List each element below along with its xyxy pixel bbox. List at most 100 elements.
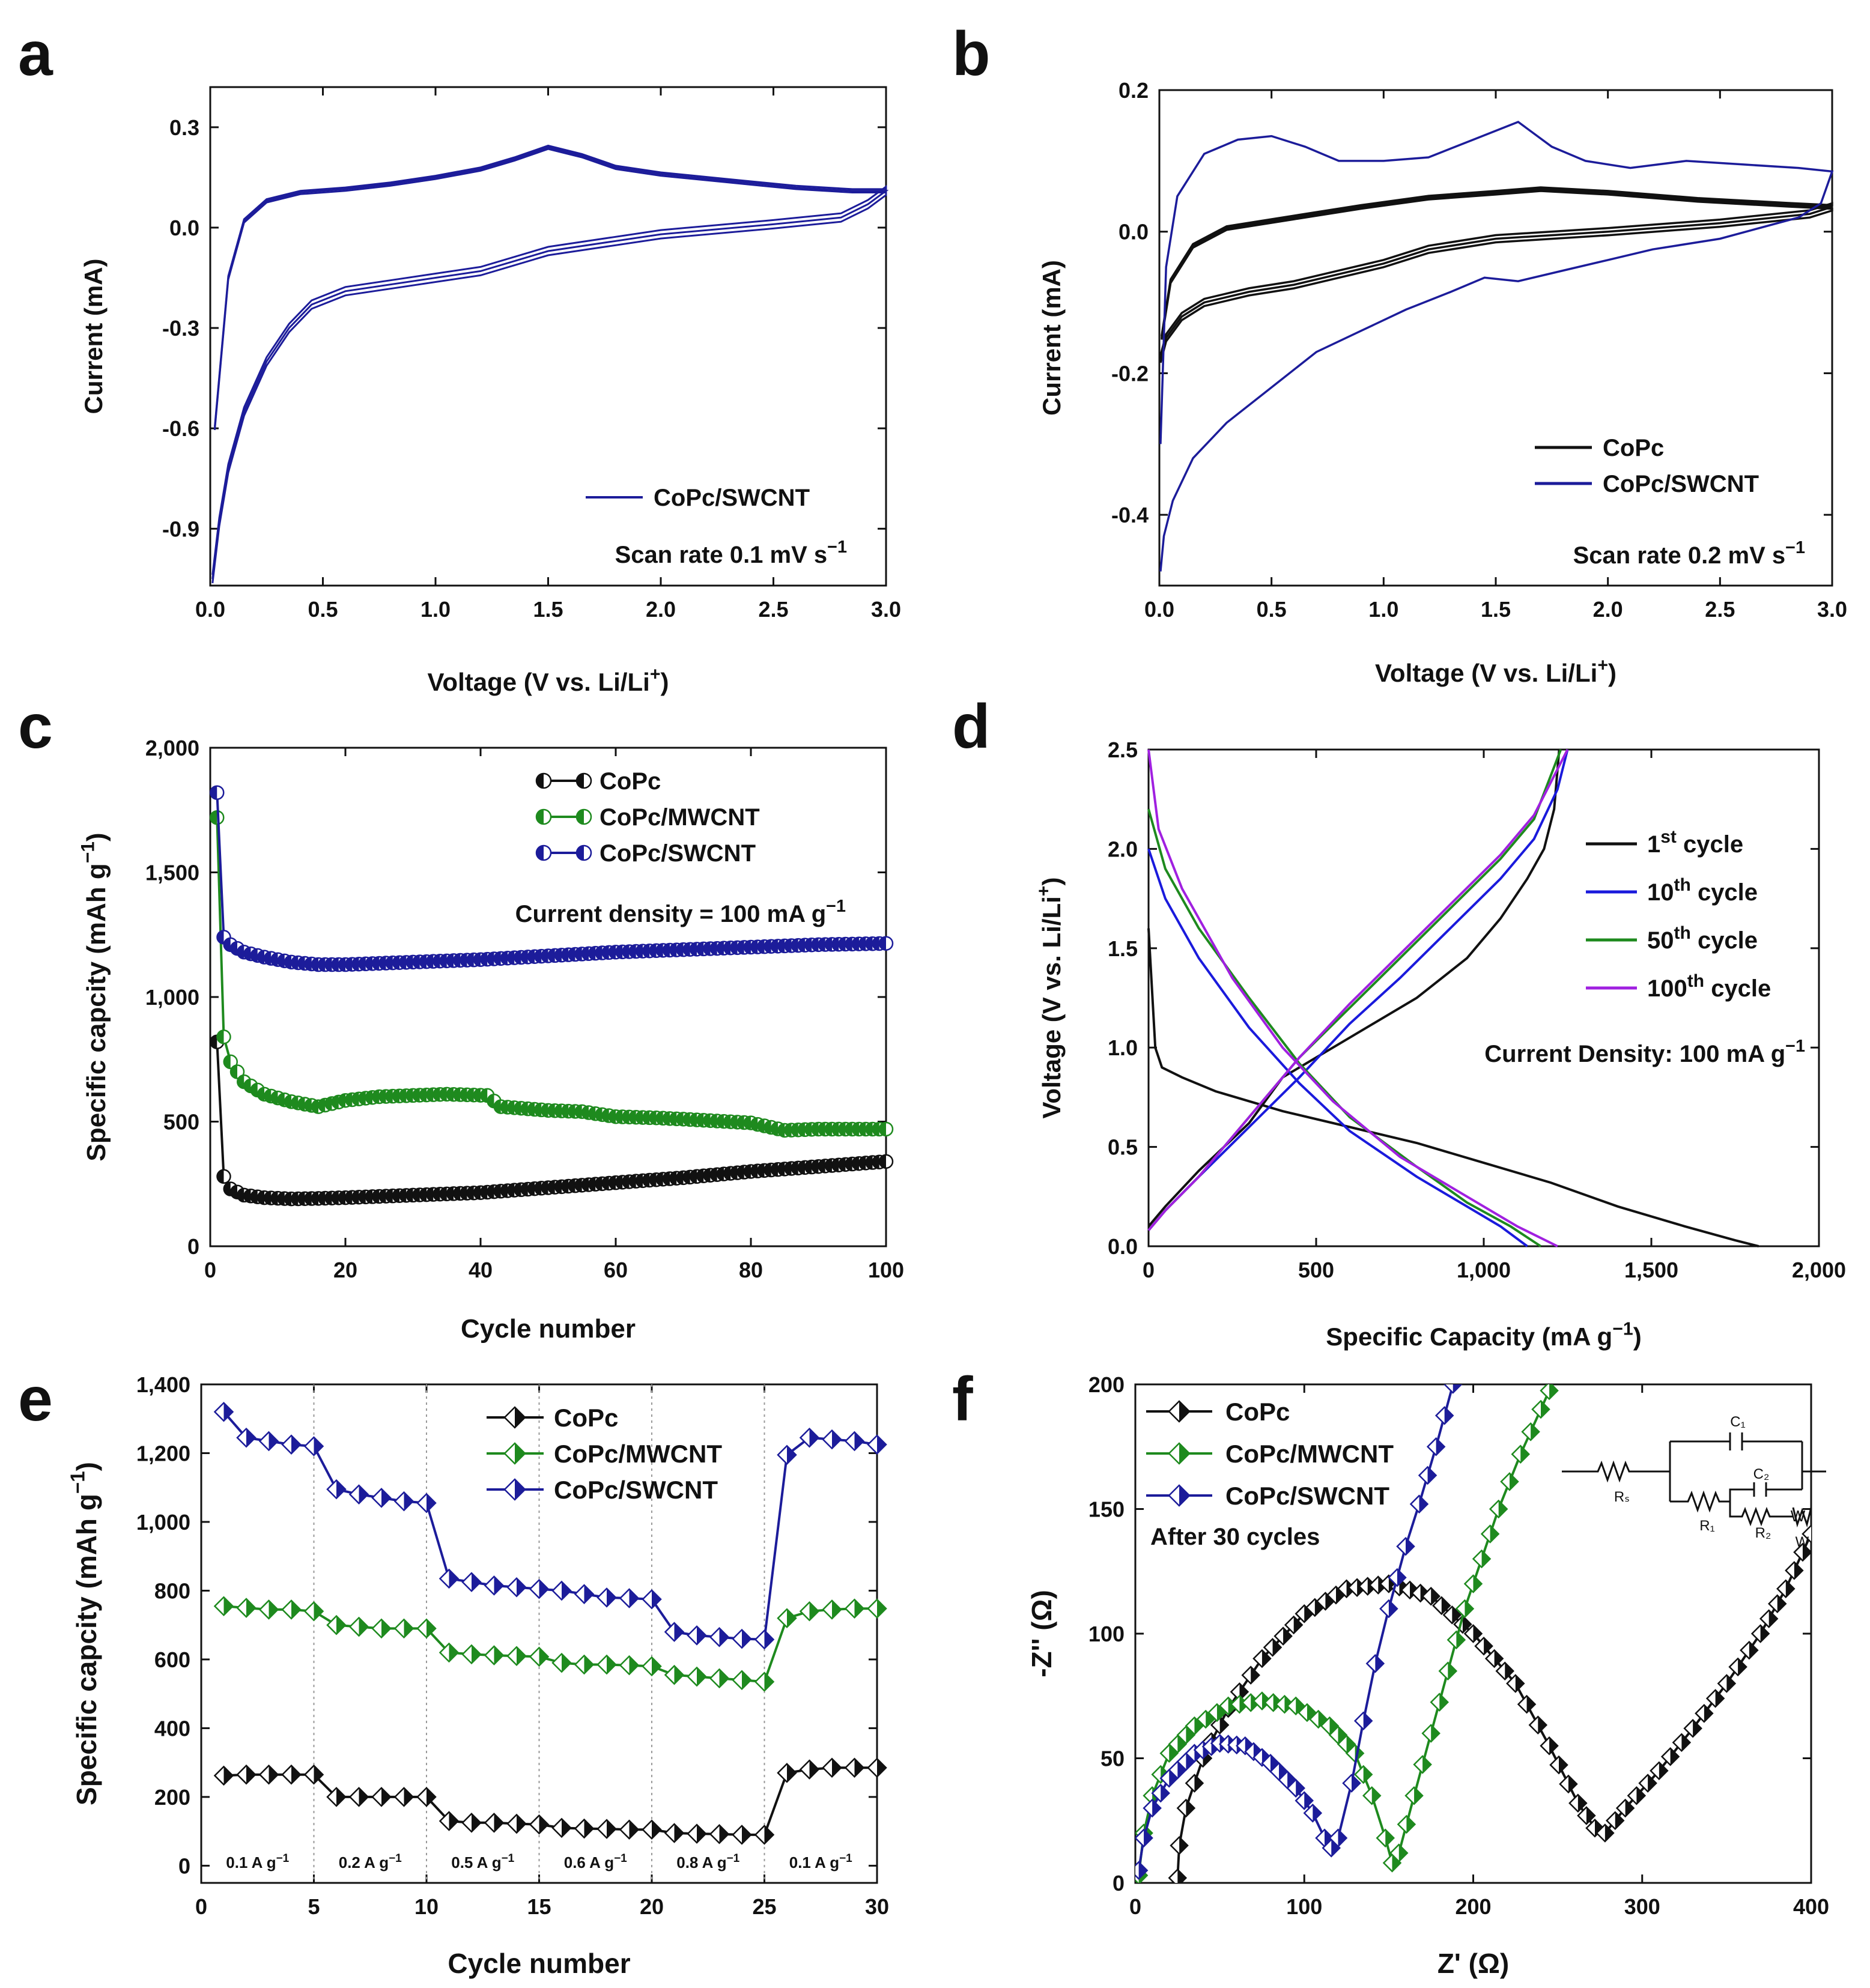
rate-label-sup: −1 [389,1852,402,1865]
data-point-fill [399,1089,407,1103]
data-point-fill [555,1180,562,1193]
data-point-fill [481,1185,488,1199]
data-point-fill [433,1088,440,1102]
data-point-fill [521,1102,528,1116]
rate-label-main: 0.8 A g [676,1853,726,1871]
y-tick-label: -0.4 [1111,503,1149,527]
y-tick-label: 1,200 [136,1441,190,1465]
data-point-fill [404,1492,413,1511]
data-point-fill [555,1104,562,1118]
data-point-fill [791,939,798,953]
data-point-fill [690,1169,697,1183]
annotation-current-density-main: Current Density: 100 mA g [1484,1041,1785,1067]
data-point-fill [629,1656,639,1674]
data-point-fill [607,1655,616,1674]
data-point-fill [877,1599,886,1618]
annotation-current-density-sup: −1 [1785,1037,1805,1056]
data-point-fill [285,955,291,969]
data-point-fill [536,846,544,860]
data-point-fill [778,1162,785,1176]
data-point-fill [1659,1762,1668,1780]
data-point-fill [406,1088,413,1102]
data-point-fill [393,1189,399,1202]
data-point-fill [812,938,819,951]
data-point-fill [798,1123,805,1136]
annotation-current-density-sup: −1 [826,897,846,916]
data-point-fill [609,1110,616,1124]
data-point-fill [568,1179,575,1193]
data-point-fill [562,1581,571,1600]
data-point-fill [1648,1775,1657,1792]
data-point-fill [1169,1769,1178,1787]
data-point-fill [217,1030,224,1044]
data-point-fill [325,958,332,972]
data-point-fill [386,956,393,970]
data-point-fill [1161,1784,1170,1802]
data-point-fill [332,1095,339,1109]
series-line-1 [216,817,886,1132]
circuit-label-w: W [1796,1534,1809,1550]
data-point-fill [1152,1799,1161,1817]
data-point-fill [244,947,251,961]
y-tick-label: -0.6 [162,416,199,441]
data-point-fill [447,954,454,968]
y-axis-label: Specific capcity (mAh g−1) [77,832,111,1161]
data-point-fill [494,1576,503,1595]
y-tick-label: 100 [1088,1622,1125,1646]
data-point-fill [494,1184,501,1198]
x-tick-label: 60 [604,1258,628,1282]
data-point-fill [517,1647,526,1665]
data-point-fill [447,1187,454,1201]
data-point-fill [359,1617,368,1636]
data-point-fill [1549,1384,1558,1399]
data-point-fill [791,1123,798,1137]
data-point-fill [703,1168,711,1182]
data-point-fill [237,945,244,959]
data-point-fill [1422,1756,1431,1773]
panel-f-plot-area [1135,1384,1820,1883]
data-point-fill [318,1099,326,1112]
data-point-fill [764,939,771,953]
data-point-fill [656,1111,663,1125]
data-point-fill [487,1185,494,1199]
data-point-fill [1811,1526,1820,1542]
data-point-fill [521,1182,528,1196]
legend-label: 1st cycle [1647,827,1743,858]
annotation-current-density: Current density = 100 mA g−1 [515,897,846,927]
x-tick-label: 30 [865,1894,889,1919]
rate-label: 0.5 A g−1 [451,1852,514,1871]
data-point-fill [577,846,584,860]
data-point-fill [609,945,616,959]
panel-letter-f: f [952,1365,973,1434]
data-point-fill [427,1619,436,1638]
data-point-fill [381,1619,390,1638]
data-point-fill [1251,1667,1260,1684]
data-point-fill [697,1626,706,1644]
data-point-fill [318,1192,326,1205]
data-point-fill [656,1172,663,1186]
data-point-fill [1279,1763,1288,1780]
data-point-fill [636,1111,643,1124]
data-point-fill [1484,1637,1493,1655]
y-axis-label-end: ) [82,832,111,841]
data-point-fill [1169,1745,1178,1762]
legend-label: CoPc/MWCNT [1225,1440,1394,1468]
data-point-fill [467,1186,474,1200]
data-point-fill [318,958,326,972]
data-point-fill [670,1112,677,1126]
y-tick-label: 200 [1088,1372,1125,1397]
data-point-fill [449,1811,458,1830]
data-point-fill [217,930,224,944]
data-point-fill [404,1619,413,1638]
data-point-fill [636,1174,643,1187]
legend-label-coPc-swcnt: CoPc/SWCNT [1603,471,1759,497]
data-point-fill [656,944,663,957]
data-point-fill [1304,1605,1313,1622]
data-point-fill [710,1114,717,1128]
data-point-fill [494,1813,503,1832]
data-point-fill [697,1114,704,1127]
legend-num: 10 [1647,879,1674,906]
data-point-fill [508,1183,515,1197]
y-tick-label: -0.9 [162,517,199,541]
